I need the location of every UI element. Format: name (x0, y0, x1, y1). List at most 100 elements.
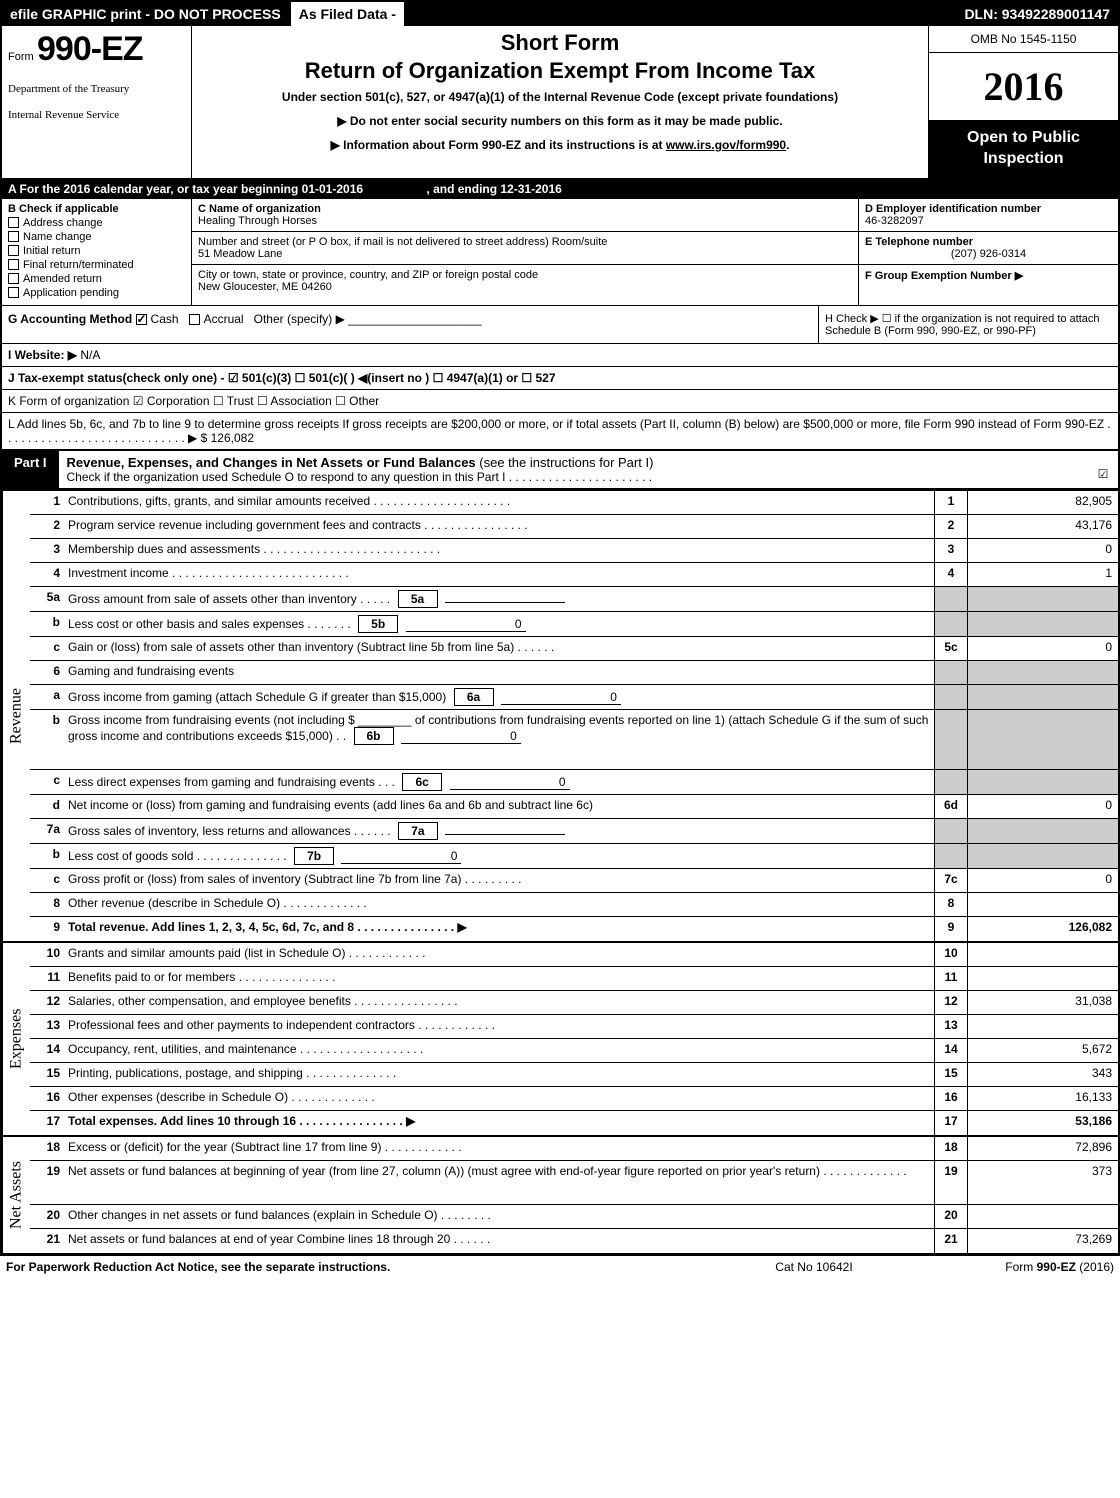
revenue-section: Revenue 1 Contributions, gifts, grants, … (2, 489, 1118, 941)
form-page: efile GRAPHIC print - DO NOT PROCESS As … (0, 0, 1120, 1255)
line-2: 2 Program service revenue including gove… (30, 515, 1118, 539)
val-6c: 0 (450, 775, 570, 790)
box-7b: 7b (294, 847, 334, 865)
line-20: 20 Other changes in net assets or fund b… (30, 1205, 1118, 1229)
open-to-public: Open to Public Inspection (929, 120, 1118, 178)
line-6d: d Net income or (loss) from gaming and f… (30, 795, 1118, 819)
line-3: 3 Membership dues and assessments . . . … (30, 539, 1118, 563)
footer-catno: Cat No 10642I (714, 1260, 914, 1274)
org-city: New Gloucester, ME 04260 (198, 281, 852, 293)
c-city-label: City or town, state or province, country… (198, 269, 852, 281)
revenue-lines: 1 Contributions, gifts, grants, and simi… (30, 491, 1118, 941)
block-bcdef: B Check if applicable Address change Nam… (2, 199, 1118, 306)
part1-title: Revenue, Expenses, and Changes in Net As… (59, 451, 1088, 488)
box-6b: 6b (354, 727, 394, 745)
checkbox-icon[interactable] (8, 259, 19, 270)
line-19: 19 Net assets or fund balances at beginn… (30, 1161, 1118, 1205)
line-6c: c Less direct expenses from gaming and f… (30, 770, 1118, 795)
chk-accrual[interactable] (189, 314, 200, 325)
amt-9: 126,082 (968, 917, 1118, 941)
checkbox-icon[interactable] (8, 245, 19, 256)
topbar-dln: DLN: 93492289001147 (956, 2, 1118, 26)
line-15: 15 Printing, publications, postage, and … (30, 1063, 1118, 1087)
open-line1: Open to Public (967, 129, 1080, 146)
main-title: Return of Organization Exempt From Incom… (198, 58, 922, 84)
omb-number: OMB No 1545-1150 (929, 26, 1118, 53)
chk-application-pending[interactable]: Application pending (8, 287, 185, 299)
line-5c: c Gain or (loss) from sale of assets oth… (30, 637, 1118, 661)
chk-final-return[interactable]: Final return/terminated (8, 259, 185, 271)
row-a-label: A For the 2016 calendar year, or tax yea… (8, 182, 363, 196)
line-4: 4 Investment income . . . . . . . . . . … (30, 563, 1118, 587)
f-label: F Group Exemption Number ▶ (865, 269, 1112, 282)
netassets-section: Net Assets 18 Excess or (deficit) for th… (2, 1135, 1118, 1253)
topbar: efile GRAPHIC print - DO NOT PROCESS As … (2, 2, 1118, 26)
form-number: 990-EZ (37, 35, 143, 66)
short-form-title: Short Form (198, 30, 922, 56)
footer-right: Form 990-EZ (2016) (914, 1260, 1114, 1274)
line-13: 13 Professional fees and other payments … (30, 1015, 1118, 1039)
header-left: Form 990-EZ Department of the Treasury I… (2, 26, 192, 178)
topbar-left: efile GRAPHIC print - DO NOT PROCESS (2, 2, 289, 26)
amt-8 (968, 893, 1118, 916)
line-17: 17 Total expenses. Add lines 10 through … (30, 1111, 1118, 1135)
amt-4: 1 (968, 563, 1118, 586)
g-label: G Accounting Method (8, 312, 136, 326)
row-h: H Check ▶ ☐ if the organization is not r… (818, 306, 1118, 343)
val-7a (445, 834, 565, 835)
line-5b: b Less cost or other basis and sales exp… (30, 612, 1118, 637)
col-c: C Name of organization Healing Through H… (192, 199, 858, 305)
val-6b: 0 (401, 729, 521, 744)
checkbox-icon[interactable] (8, 217, 19, 228)
chk-initial-return[interactable]: Initial return (8, 245, 185, 257)
row-a-ending: , and ending 12-31-2016 (426, 182, 561, 196)
part1-sub: Check if the organization used Schedule … (67, 470, 1080, 484)
checkbox-icon[interactable] (8, 287, 19, 298)
expenses-section: Expenses 10 Grants and similar amounts p… (2, 941, 1118, 1135)
irs-link[interactable]: www.irs.gov/form990 (666, 138, 786, 152)
line-7a: 7a Gross sales of inventory, less return… (30, 819, 1118, 844)
checkbox-icon[interactable] (8, 231, 19, 242)
box-6a: 6a (454, 688, 494, 706)
dept-treasury: Department of the Treasury (8, 83, 185, 95)
line-6: 6 Gaming and fundraising events (30, 661, 1118, 685)
e-row: E Telephone number (207) 926-0314 (859, 232, 1118, 265)
i-label: I Website: ▶ (8, 348, 77, 362)
c-city-row: City or town, state or province, country… (192, 265, 858, 297)
amt-20 (968, 1205, 1118, 1228)
ein: 46-3282097 (865, 215, 1112, 227)
expenses-lines: 10 Grants and similar amounts paid (list… (30, 943, 1118, 1135)
amt-10 (968, 943, 1118, 966)
open-line2: Inspection (983, 150, 1063, 167)
part1-checkbox[interactable]: ☑ (1088, 451, 1118, 488)
c-name-row: C Name of organization Healing Through H… (192, 199, 858, 232)
row-a: A For the 2016 calendar year, or tax yea… (2, 180, 1118, 199)
org-name: Healing Through Horses (198, 215, 852, 227)
chk-cash[interactable] (136, 314, 147, 325)
topbar-mid: As Filed Data - (289, 2, 406, 26)
line-7c: c Gross profit or (loss) from sales of i… (30, 869, 1118, 893)
line-6b: b Gross income from fundraising events (… (30, 710, 1118, 770)
col-b-title: B Check if applicable (8, 203, 185, 215)
c-addr-label: Number and street (or P O box, if mail i… (198, 236, 852, 248)
part1-title-text: Revenue, Expenses, and Changes in Net As… (67, 455, 476, 470)
chk-address-change[interactable]: Address change (8, 217, 185, 229)
amt-1: 82,905 (968, 491, 1118, 514)
chk-amended-return[interactable]: Amended return (8, 273, 185, 285)
amt-6d: 0 (968, 795, 1118, 818)
j-text: J Tax-exempt status(check only one) - ☑ … (8, 371, 556, 385)
line-8: 8 Other revenue (describe in Schedule O)… (30, 893, 1118, 917)
amt-7c: 0 (968, 869, 1118, 892)
part1-header: Part I Revenue, Expenses, and Changes in… (2, 451, 1118, 489)
checkbox-icon[interactable] (8, 273, 19, 284)
chk-name-change[interactable]: Name change (8, 231, 185, 243)
amt-2: 43,176 (968, 515, 1118, 538)
line-21: 21 Net assets or fund balances at end of… (30, 1229, 1118, 1253)
arrow2-post: . (786, 138, 789, 152)
line-7b: b Less cost of goods sold . . . . . . . … (30, 844, 1118, 869)
line-1: 1 Contributions, gifts, grants, and simi… (30, 491, 1118, 515)
row-l: L Add lines 5b, 6c, and 7b to line 9 to … (2, 413, 1118, 451)
line-14: 14 Occupancy, rent, utilities, and maint… (30, 1039, 1118, 1063)
val-6a: 0 (501, 690, 621, 705)
d-row: D Employer identification number 46-3282… (859, 199, 1118, 232)
